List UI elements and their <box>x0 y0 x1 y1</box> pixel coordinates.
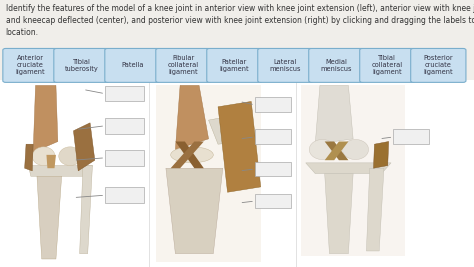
FancyBboxPatch shape <box>258 49 313 82</box>
Text: Anterior
cruciate
ligament: Anterior cruciate ligament <box>16 56 46 75</box>
Ellipse shape <box>32 147 55 166</box>
Ellipse shape <box>342 139 369 159</box>
Polygon shape <box>306 163 391 174</box>
Polygon shape <box>366 168 384 251</box>
Text: Patella: Patella <box>121 62 144 68</box>
FancyBboxPatch shape <box>255 194 291 208</box>
Ellipse shape <box>59 147 82 166</box>
Polygon shape <box>171 142 204 168</box>
Polygon shape <box>33 85 58 152</box>
Polygon shape <box>80 166 92 254</box>
Text: Fibular
collateral
ligament: Fibular collateral ligament <box>168 56 199 75</box>
Polygon shape <box>73 123 95 171</box>
FancyBboxPatch shape <box>207 49 262 82</box>
FancyBboxPatch shape <box>156 49 211 82</box>
FancyBboxPatch shape <box>105 150 144 166</box>
Ellipse shape <box>309 139 336 159</box>
FancyBboxPatch shape <box>105 118 144 134</box>
Text: Identify the features of the model of a knee joint in anterior view with knee jo: Identify the features of the model of a … <box>6 4 474 37</box>
Polygon shape <box>374 142 389 168</box>
FancyBboxPatch shape <box>360 49 415 82</box>
Text: Patellar
ligament: Patellar ligament <box>219 59 249 72</box>
Polygon shape <box>28 166 92 176</box>
FancyBboxPatch shape <box>410 49 466 82</box>
Polygon shape <box>325 142 348 160</box>
FancyBboxPatch shape <box>0 80 474 267</box>
Bar <box>156 85 261 262</box>
Polygon shape <box>46 155 56 168</box>
Polygon shape <box>166 168 223 254</box>
Text: Posterior
cruciate
ligament: Posterior cruciate ligament <box>423 56 453 75</box>
Polygon shape <box>315 85 353 144</box>
Polygon shape <box>218 101 261 192</box>
FancyBboxPatch shape <box>54 49 109 82</box>
FancyBboxPatch shape <box>255 129 291 144</box>
Text: Lateral
meniscus: Lateral meniscus <box>270 59 301 72</box>
Polygon shape <box>175 85 209 150</box>
FancyBboxPatch shape <box>255 162 291 176</box>
FancyBboxPatch shape <box>255 97 291 112</box>
FancyBboxPatch shape <box>105 49 160 82</box>
FancyBboxPatch shape <box>393 129 429 144</box>
Polygon shape <box>325 142 348 160</box>
Polygon shape <box>325 174 353 254</box>
FancyBboxPatch shape <box>105 86 144 101</box>
FancyBboxPatch shape <box>105 187 144 203</box>
Text: Tibial
tuberosity: Tibial tuberosity <box>64 59 98 72</box>
Text: Tibial
collateral
ligament: Tibial collateral ligament <box>372 56 403 75</box>
Polygon shape <box>37 176 62 259</box>
FancyBboxPatch shape <box>3 49 58 82</box>
Bar <box>301 85 405 256</box>
Polygon shape <box>209 115 246 144</box>
Polygon shape <box>25 144 33 171</box>
Ellipse shape <box>171 147 213 163</box>
FancyBboxPatch shape <box>309 49 364 82</box>
Polygon shape <box>175 142 204 168</box>
Text: Medial
meniscus: Medial meniscus <box>320 59 352 72</box>
